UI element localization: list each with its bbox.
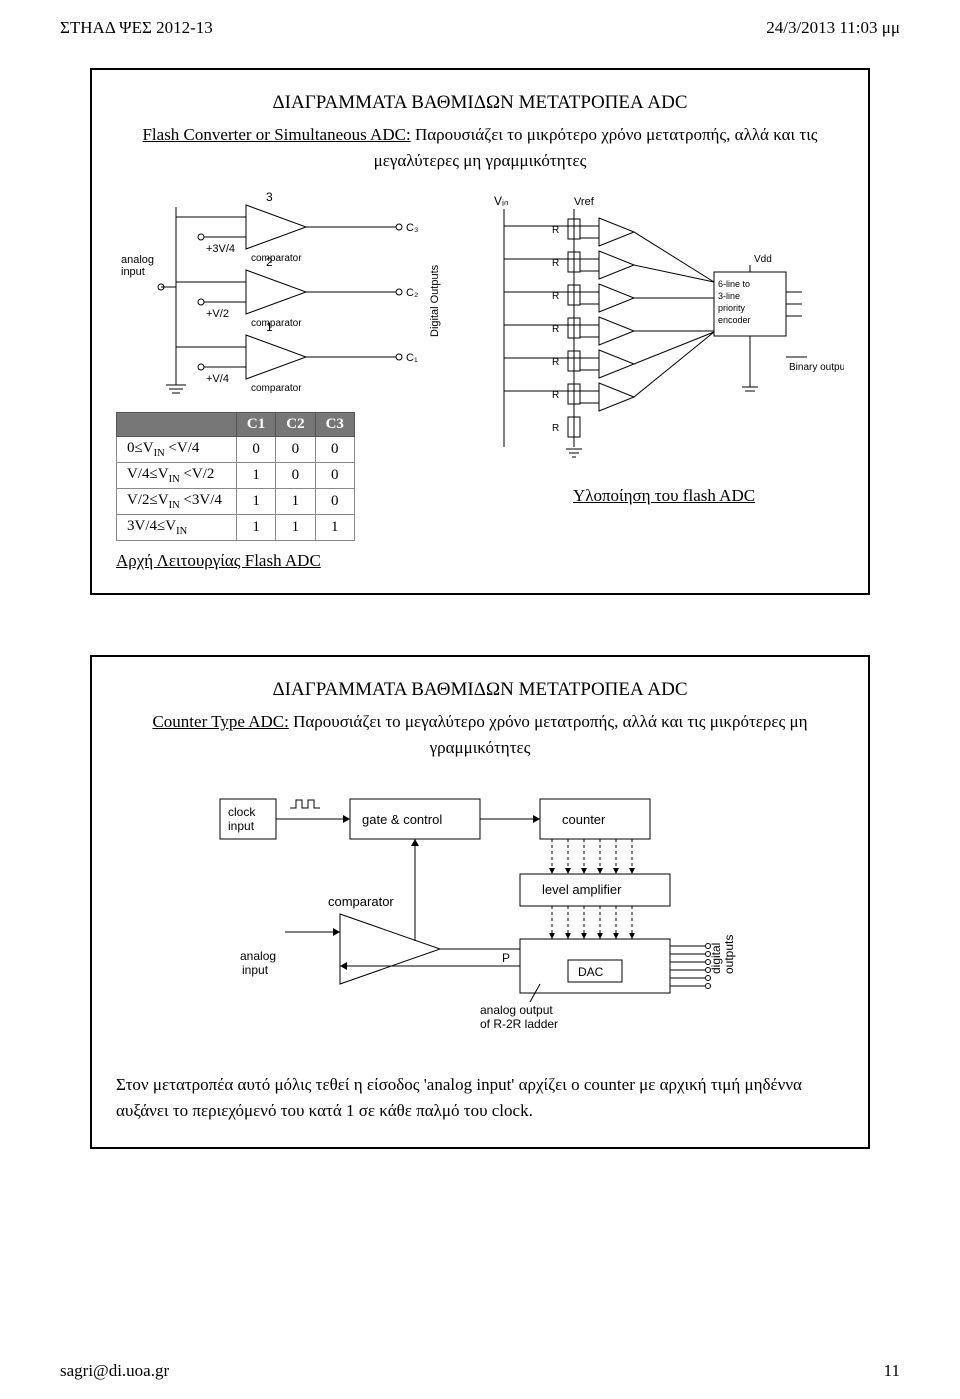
svg-text:comparator: comparator [251,253,302,264]
svg-text:Vref: Vref [574,196,595,208]
svg-text:outputs: outputs [722,935,736,974]
svg-text:C₂: C₂ [406,287,418,299]
header-right: 24/3/2013 11:03 μμ [766,18,900,38]
footer-left: sagri@di.uoa.gr [60,1361,169,1381]
slide1-left-caption: Αρχή Λειτουργίας Flash ADC [116,551,321,570]
svg-text:R: R [552,324,559,335]
svg-text:input: input [121,266,145,278]
slide1-right-caption: Υλοποίηση του flash ADC [573,486,755,505]
svg-text:level amplifier: level amplifier [542,882,622,897]
svg-text:Vᵢₙ: Vᵢₙ [494,194,509,208]
svg-text:R: R [552,390,559,401]
svg-text:3: 3 [266,190,273,204]
svg-text:analog output: analog output [480,1003,553,1017]
svg-text:+V/4: +V/4 [206,373,229,385]
svg-text:R: R [552,225,559,236]
slide-1: ΔΙΑΓΡΑΜΜΑΤΑ ΒΑΘΜΙΔΩΝ ΜΕΤΑΤΡΟΠΕΑ ADC Flas… [90,68,870,595]
svg-text:2: 2 [266,255,273,269]
counter-adc-diagram: clock input gate & control counter level… [200,774,760,1054]
svg-text:analog: analog [240,949,276,963]
svg-text:comparator: comparator [251,318,302,329]
svg-text:of R-2R ladder: of R-2R ladder [480,1017,558,1031]
svg-text:R: R [552,423,559,434]
svg-text:counter: counter [562,812,606,827]
svg-text:R: R [552,258,559,269]
truth-table: C1C2C3 0≤VIN <V/4000V/4≤VIN <V/2100V/2≤V… [116,412,355,541]
svg-text:Digital Outputs: Digital Outputs [429,264,441,337]
svg-text:Vdd: Vdd [754,254,772,265]
svg-text:input: input [242,963,269,977]
svg-text:priority: priority [718,303,746,313]
svg-text:comparator: comparator [328,894,394,909]
svg-text:6-line to: 6-line to [718,279,750,289]
flash-adc-principle-diagram: analog input +3V/43comparatorC₃+V/22comp… [116,187,456,397]
svg-text:1: 1 [266,320,273,334]
svg-text:P: P [502,951,510,965]
svg-text:digital: digital [709,943,723,974]
svg-text:C₃: C₃ [406,222,418,234]
svg-text:R: R [552,357,559,368]
svg-text:C₁: C₁ [406,352,418,364]
svg-text:gate & control: gate & control [362,812,442,827]
slide2-title: ΔΙΑΓΡΑΜΜΑΤΑ ΒΑΘΜΙΔΩΝ ΜΕΤΑΤΡΟΠΕΑ ADC [116,679,844,701]
svg-text:+V/2: +V/2 [206,308,229,320]
svg-text:DAC: DAC [578,965,604,979]
svg-text:+3V/4: +3V/4 [206,243,235,255]
svg-text:analog: analog [121,254,154,266]
svg-text:comparator: comparator [251,383,302,394]
svg-text:input: input [228,819,255,833]
svg-text:clock: clock [228,805,256,819]
slide1-subtitle: Flash Converter or Simultaneous ADC: Παρ… [116,122,844,173]
slide2-subtitle: Counter Type ADC: Παρουσιάζει το μεγαλύτ… [116,709,844,760]
slide1-title: ΔΙΑΓΡΑΜΜΑΤΑ ΒΑΘΜΙΔΩΝ ΜΕΤΑΤΡΟΠΕΑ ADC [116,92,844,114]
footer-right: 11 [884,1361,900,1381]
svg-text:Binary output: Binary output [789,362,844,373]
slide-2: ΔΙΑΓΡΑΜΜΑΤΑ ΒΑΘΜΙΔΩΝ ΜΕΤΑΤΡΟΠΕΑ ADC Coun… [90,655,870,1149]
flash-adc-impl-diagram: Vᵢₙ Vref R R R R R R R 6-line to 3-line priori… [484,187,844,467]
svg-text:R: R [552,291,559,302]
svg-text:3-line: 3-line [718,291,740,301]
header-left: ΣΤΗΑΔ ΨΕΣ 2012-13 [60,18,213,38]
svg-text:encoder: encoder [718,315,751,325]
slide2-note: Στον μετατροπέα αυτό μόλις τεθεί η είσοδ… [116,1072,844,1125]
